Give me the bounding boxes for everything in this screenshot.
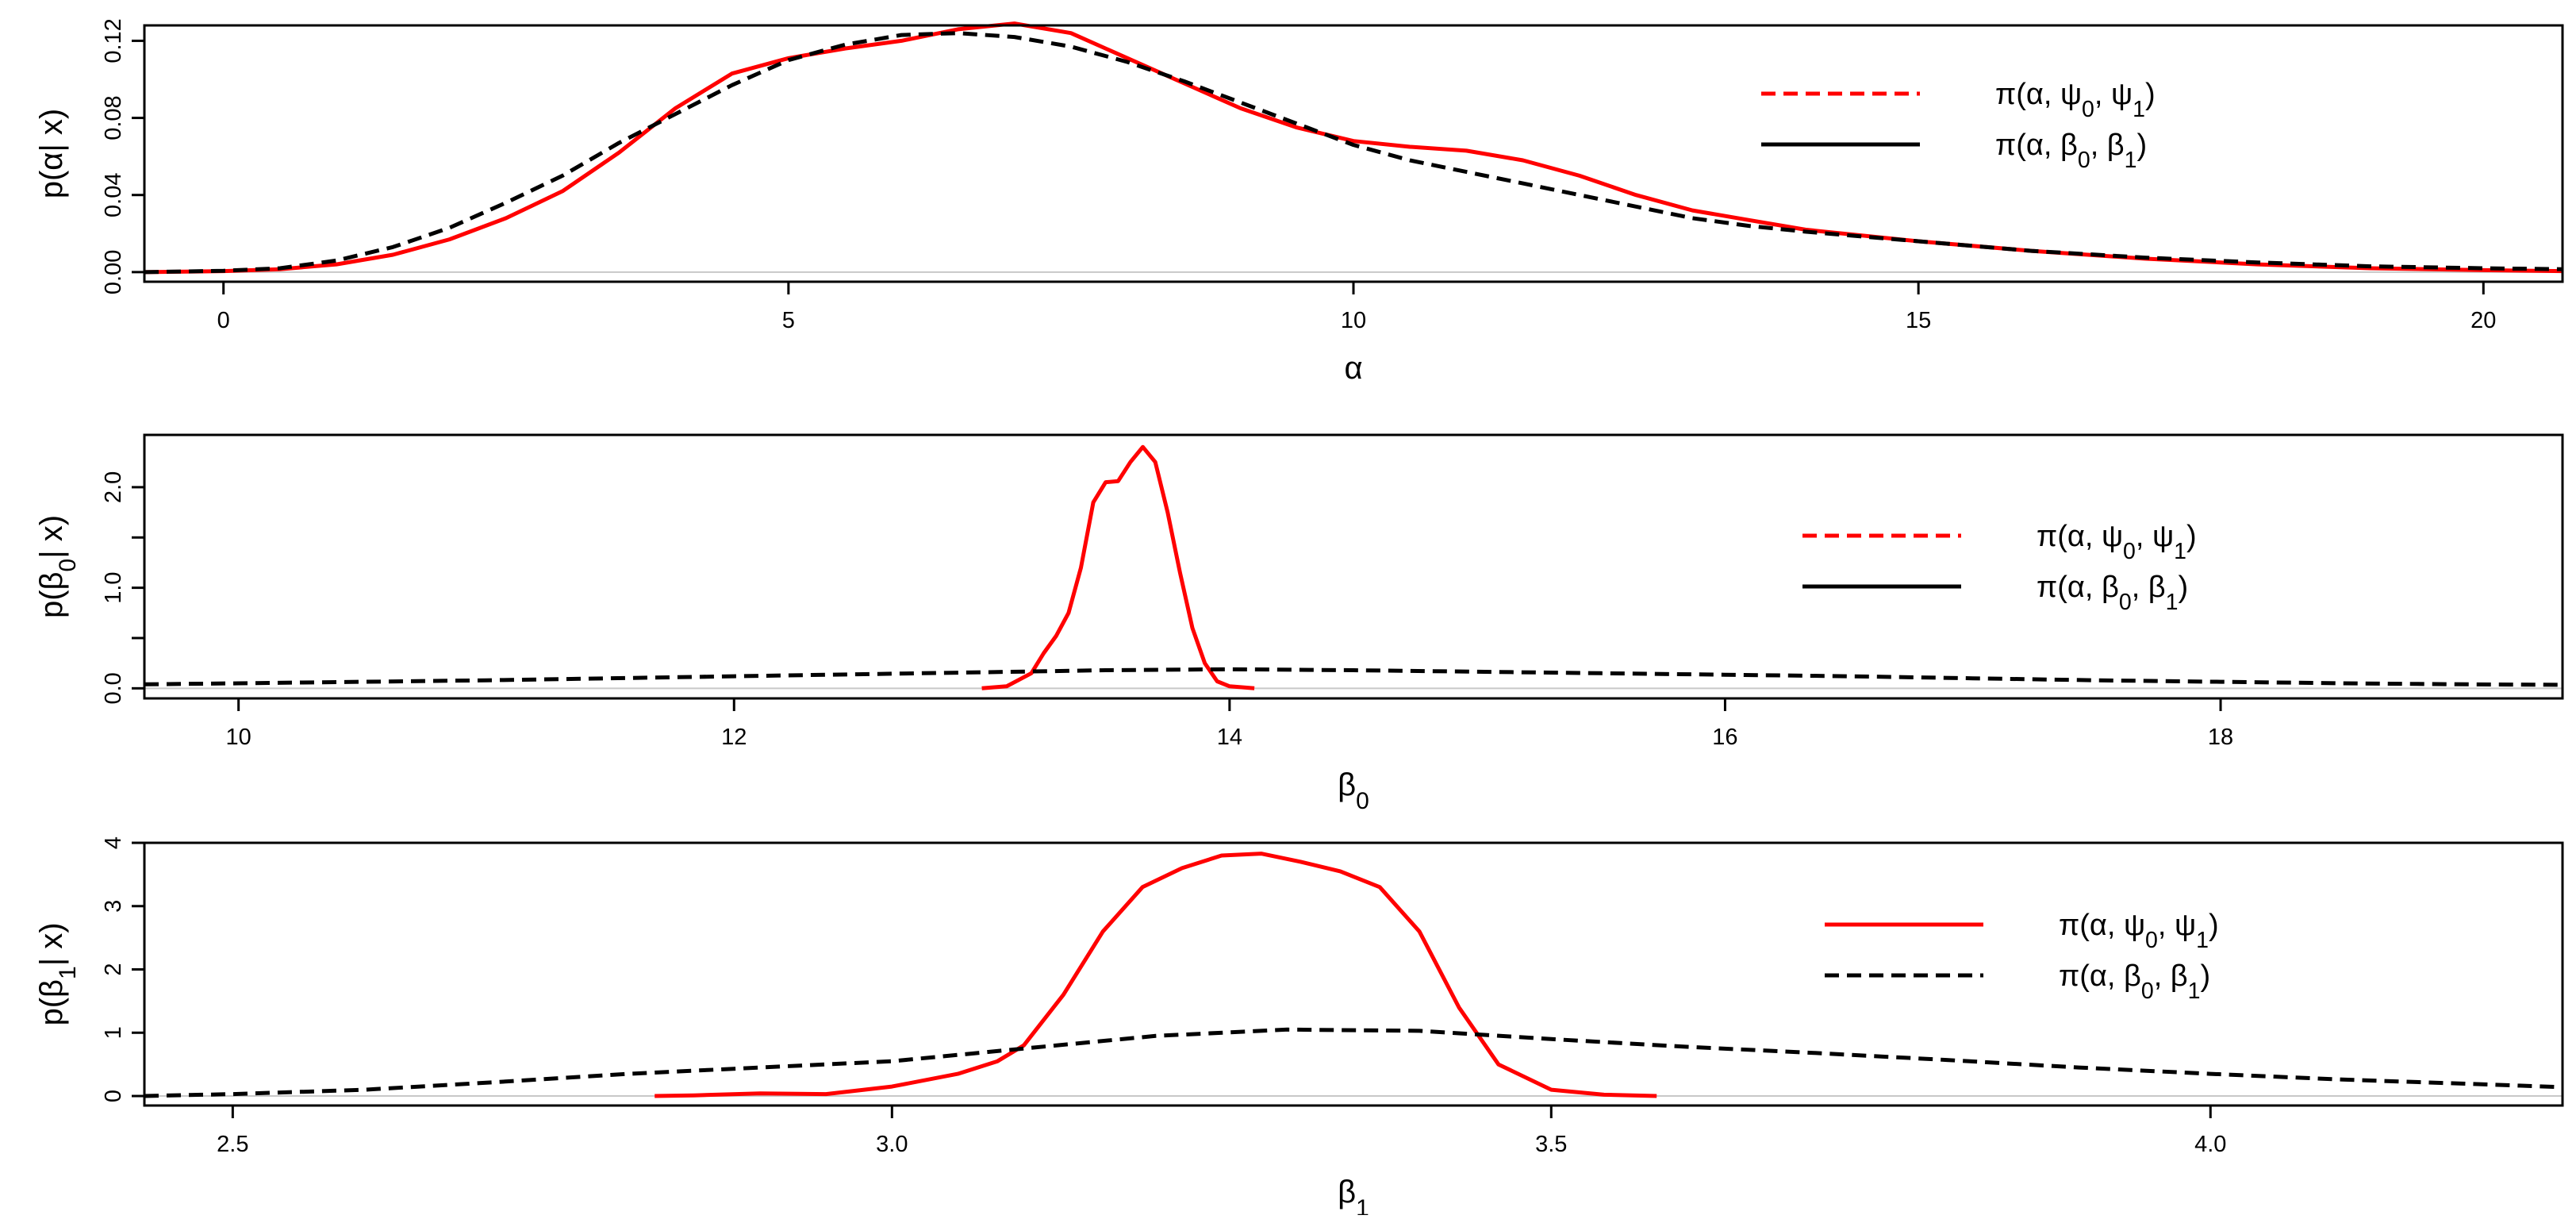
y-tick-label: 0.0: [101, 672, 126, 704]
y-tick-label: 2: [101, 963, 126, 975]
x-tick-label: 5: [782, 308, 795, 333]
y-axis-title: p(β1| x): [34, 922, 81, 1025]
x-tick-label: 10: [226, 725, 251, 750]
y-tick-label: 0.00: [101, 250, 126, 294]
x-tick-label: 3.5: [1535, 1132, 1567, 1157]
y-tick-label: 1.0: [101, 571, 126, 603]
legend-label-1: π(α, ψ0, ψ1): [2059, 909, 2219, 953]
y-axis-title: p(α| x): [34, 109, 69, 199]
y-axis-title: p(β0| x): [34, 515, 81, 618]
x-axis-title: α: [1344, 351, 1362, 386]
x-tick-label: 2.5: [217, 1132, 248, 1157]
series-line-2: [144, 31, 2563, 275]
y-tick-label: 4: [101, 836, 126, 849]
plot-frame: [143, 433, 2564, 700]
series-line-1: [655, 852, 1657, 1098]
series-line-1: [981, 444, 1255, 690]
x-axis-title: β1: [1338, 1175, 1369, 1215]
y-tick-label: 1: [101, 1026, 126, 1039]
x-tick-label: 15: [1906, 308, 1931, 333]
legend-label-2: π(α, β0, β1): [2059, 959, 2210, 1004]
panel-1: 0 5 10 15 20 0.00 0.04 0.08 0.12 α p(α| x) π(α, ψ0,…: [34, 18, 2564, 386]
y-tick-label: 0.04: [101, 172, 126, 217]
legend: π(α, ψ0, ψ1) π(α, β0, β1): [1802, 520, 2197, 615]
x-tick-label: 20: [2470, 308, 2496, 333]
x-tick-label: 18: [2208, 725, 2233, 750]
plot-frame: [143, 24, 2564, 283]
x-tick-label: 12: [721, 725, 747, 750]
x-tick-label: 10: [1341, 308, 1366, 333]
x-tick-label: 0: [217, 308, 230, 333]
plot-frame: [143, 841, 2564, 1107]
legend-label-1: π(α, ψ0, ψ1): [2037, 520, 2197, 564]
x-tick-label: 16: [1712, 725, 1737, 750]
x-axis-title: β0: [1338, 767, 1369, 814]
y-tick-label: 2.0: [101, 471, 126, 503]
legend-label-2: π(α, β0, β1): [1995, 129, 2147, 173]
panel-2: 10 12 14 16 18 0.0 1.0 2.0 β0 p(β0| x) π(α, ψ0, ψ1…: [34, 433, 2564, 814]
legend: π(α, ψ0, ψ1) π(α, β0, β1): [1761, 78, 2156, 173]
legend-label-2: π(α, β0, β1): [2037, 571, 2188, 615]
y-tick-label: 0.12: [101, 18, 126, 63]
y-tick-label: 0.08: [101, 95, 126, 140]
y-tick-label: 3: [101, 900, 126, 913]
x-tick-label: 4.0: [2194, 1132, 2226, 1157]
legend: π(α, ψ0, ψ1) π(α, β0, β1): [1825, 909, 2219, 1004]
y-tick-label: 0: [101, 1090, 126, 1102]
series-line-1: [144, 21, 2563, 275]
legend-label-1: π(α, ψ0, ψ1): [1995, 78, 2156, 122]
x-tick-label: 14: [1217, 725, 1242, 750]
series-line-2: [144, 1027, 2563, 1098]
series-line-2: [144, 667, 2563, 687]
x-tick-label: 3.0: [876, 1132, 908, 1157]
